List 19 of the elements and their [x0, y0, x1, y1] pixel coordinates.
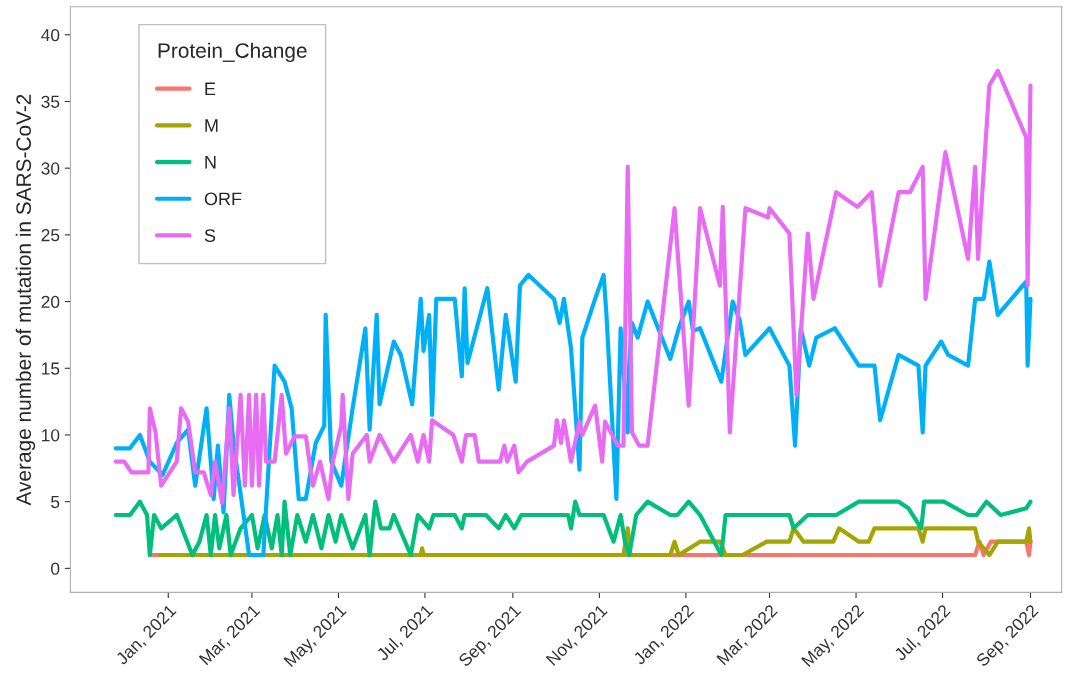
line-series: [157, 526, 1033, 558]
y-tick-label: 35: [41, 95, 60, 108]
y-axis-title: Average number of mutation in SARS-CoV-2: [15, 94, 36, 506]
y-tick-label: 30: [41, 162, 60, 175]
line-series: [113, 68, 1033, 506]
legend-label: N: [205, 155, 216, 169]
legend-label: ORF: [204, 192, 242, 206]
legend-label: S: [204, 229, 216, 242]
y-tick-label: 40: [41, 28, 60, 42]
y-tick-label: 25: [41, 229, 60, 242]
y-tick-label: 10: [42, 429, 60, 442]
legend-label: M: [205, 119, 218, 132]
y-tick-label: 0: [51, 562, 60, 575]
y-tick-label: 15: [42, 362, 60, 375]
legend-title: Protein_Change: [158, 42, 307, 63]
legend-label: E: [205, 82, 216, 95]
y-tick-label: 5: [51, 496, 60, 509]
line-series: [113, 499, 1033, 558]
y-tick-label: 20: [41, 295, 60, 309]
